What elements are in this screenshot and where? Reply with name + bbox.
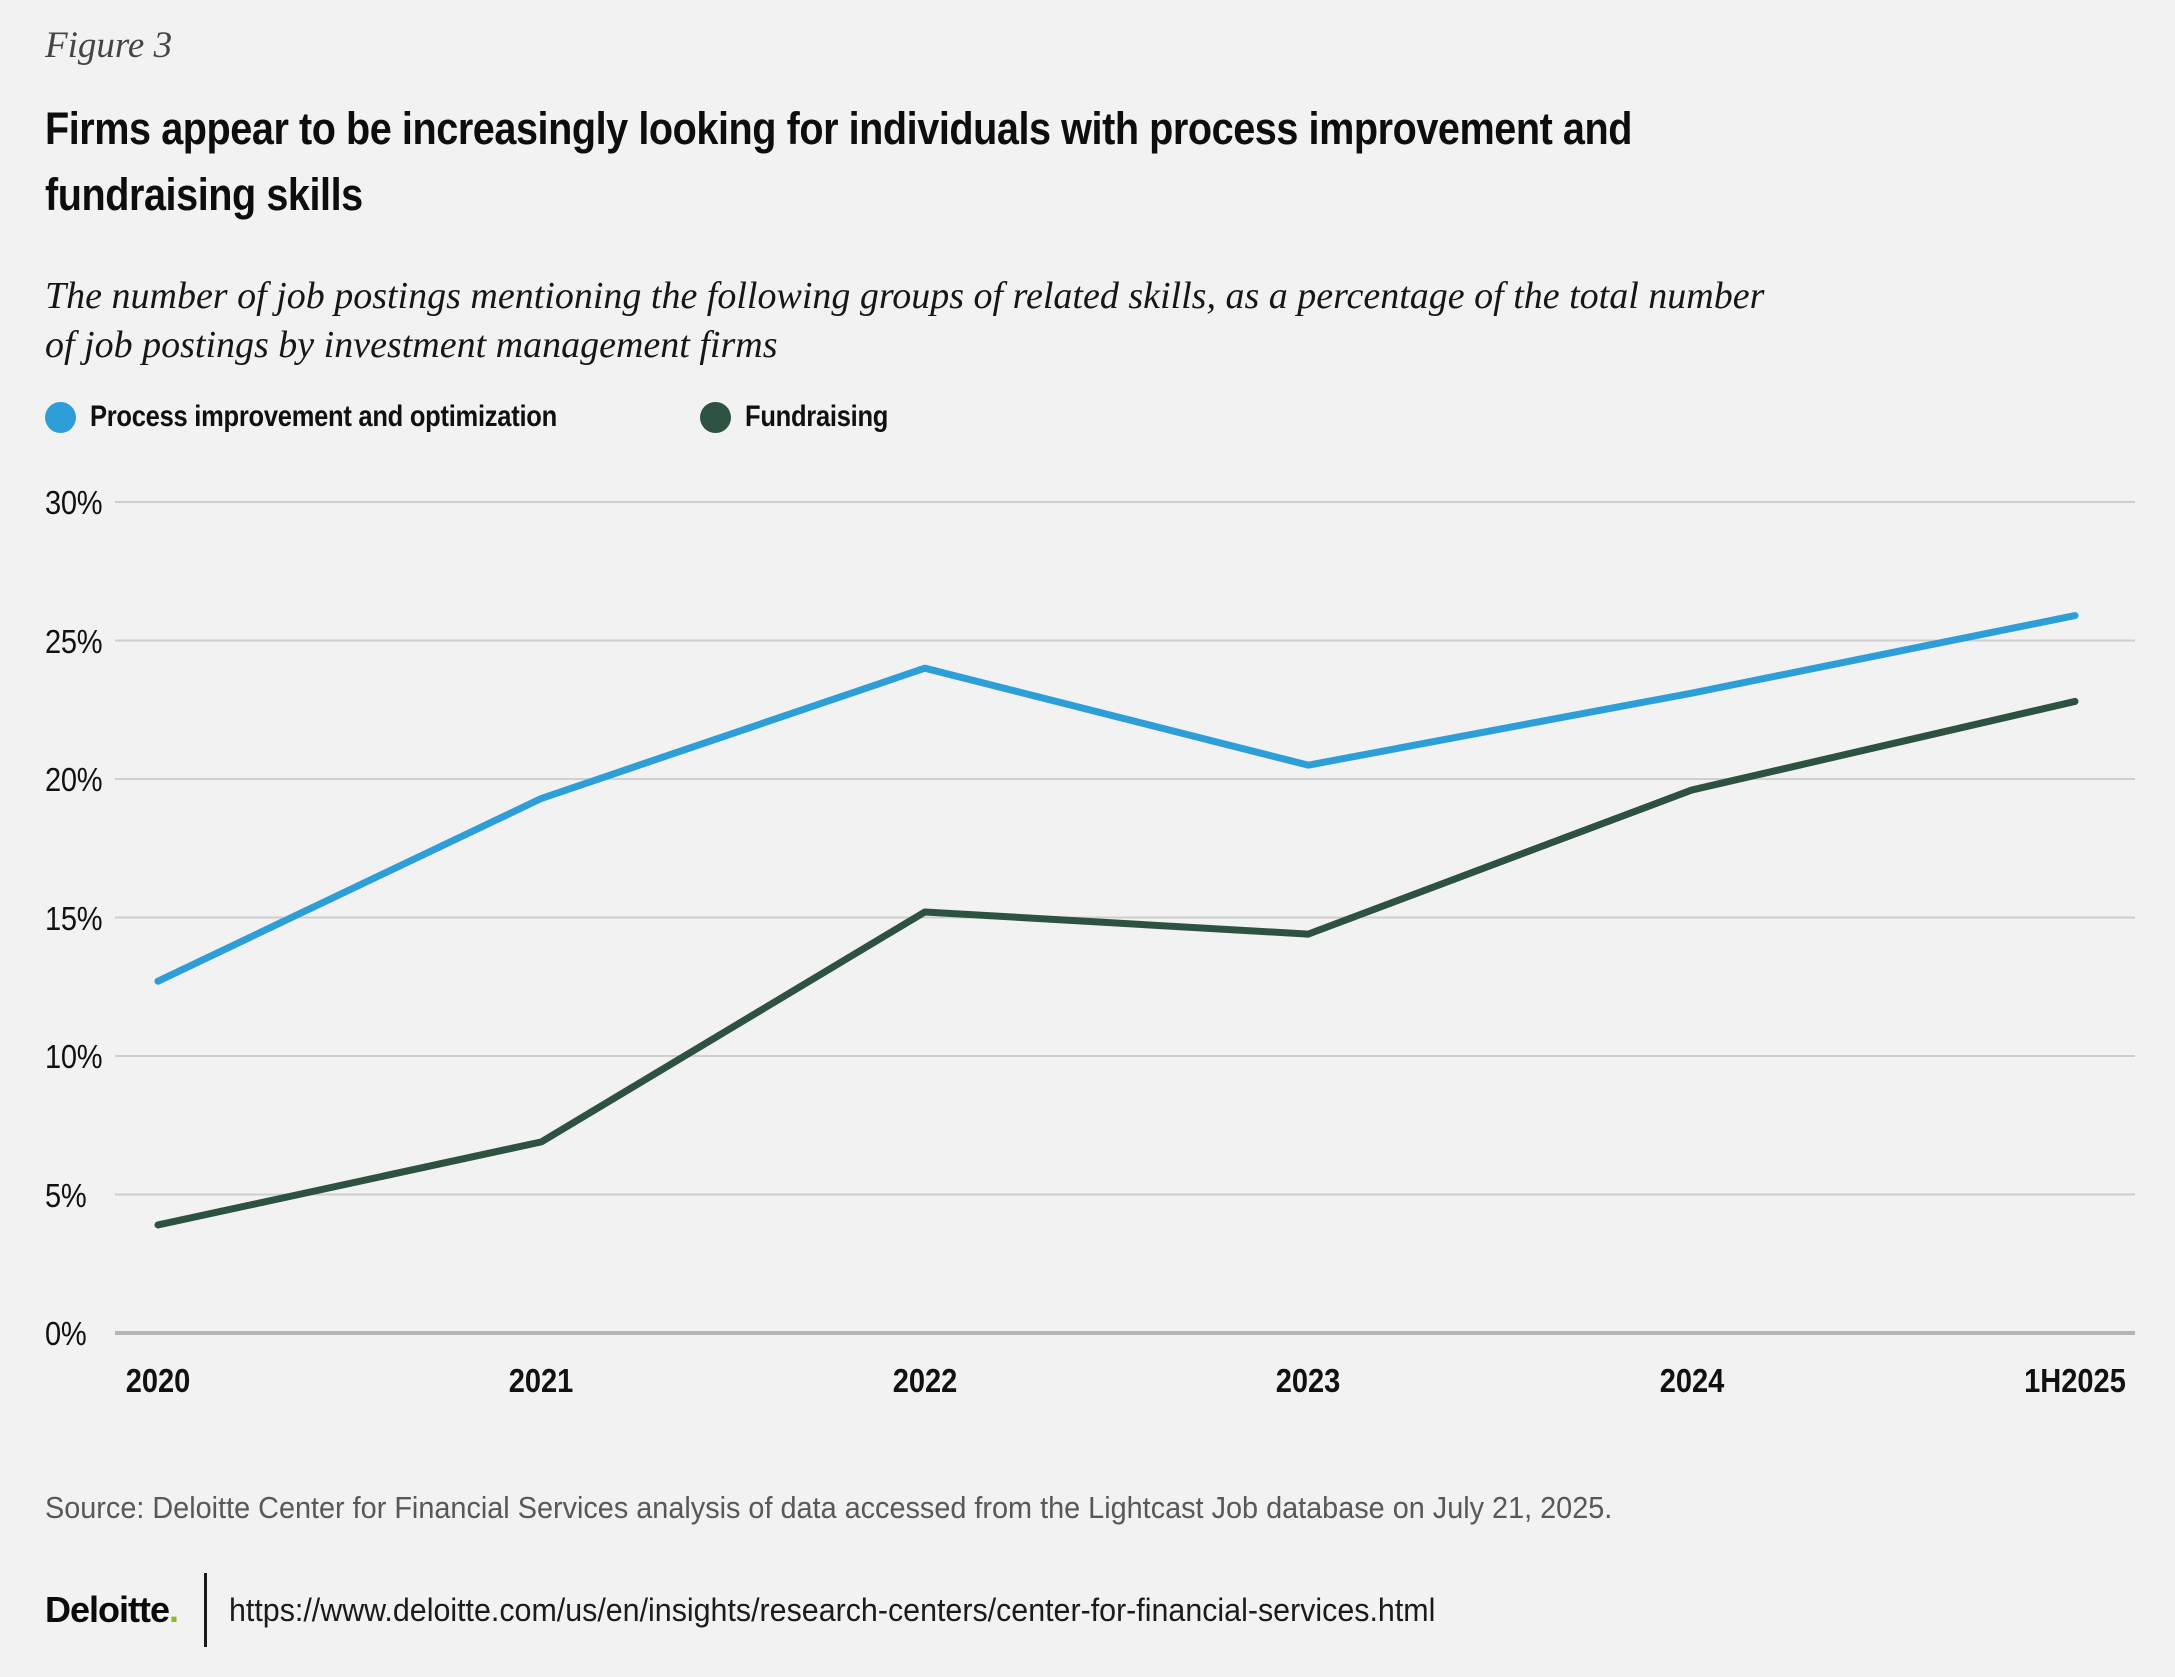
legend-item-fundraising: Fundraising (700, 400, 913, 434)
page-title-line-2: fundraising skills (45, 169, 363, 220)
x-tick-label-2021: 2021 (509, 1362, 574, 1399)
y-tick-label-15: 15% (45, 899, 103, 937)
footer-divider (204, 1573, 208, 1647)
series-line-fundraising (154, 697, 2079, 1229)
chart-subtitle: The number of job postings mentioning th… (45, 272, 2175, 370)
x-tick-label-2023: 2023 (1275, 1362, 1341, 1399)
x-tick-label-2020: 2020 (125, 1362, 191, 1399)
legend-dot-fundraising-icon (700, 401, 731, 433)
y-tick-label-5: 5% (45, 1176, 87, 1214)
footer: Deloitte. https://www.deloitte.com/us/en… (45, 1572, 1499, 1648)
series-line-process-improvement-and-optimization (154, 612, 2079, 985)
source-note: Source: Deloitte Center for Financial Se… (45, 1490, 1613, 1525)
legend-item-process-improvement: Process improvement and optimization (45, 400, 639, 434)
deloitte-logo-green-dot-icon: . (169, 1589, 179, 1630)
y-tick-label-0: 0% (45, 1315, 87, 1352)
page-title: Firms appear to be increasingly looking … (45, 96, 2157, 228)
legend-dot-process-improvement-icon (45, 401, 76, 433)
page-title-line-1: Firms appear to be increasingly looking … (45, 103, 1632, 154)
x-tick-label-1H2025: 1H2025 (2024, 1362, 2126, 1399)
y-tick-label-10: 10% (45, 1038, 103, 1075)
legend-label-process-improvement: Process improvement and optimization (90, 400, 557, 433)
x-tick-label-2024: 2024 (1659, 1362, 1724, 1399)
chart-subtitle-line-2: of job postings by investment management… (45, 324, 778, 366)
chart-legend: Process improvement and optimization Fun… (0, 400, 2175, 434)
deloitte-logo: Deloitte. (45, 1589, 179, 1631)
footer-url[interactable]: https://www.deloitte.com/us/en/insights/… (229, 1591, 1436, 1628)
chart-subtitle-line-1: The number of job postings mentioning th… (45, 275, 1765, 317)
y-tick-label-30: 30% (45, 484, 103, 521)
x-tick-label-2022: 2022 (892, 1362, 958, 1399)
y-tick-label-25: 25% (45, 622, 103, 660)
legend-label-fundraising: Fundraising (745, 400, 889, 433)
figure-label: Figure 3 (45, 25, 173, 66)
y-tick-label-20: 20% (45, 761, 103, 798)
deloitte-logo-text: Deloitte (45, 1589, 170, 1630)
